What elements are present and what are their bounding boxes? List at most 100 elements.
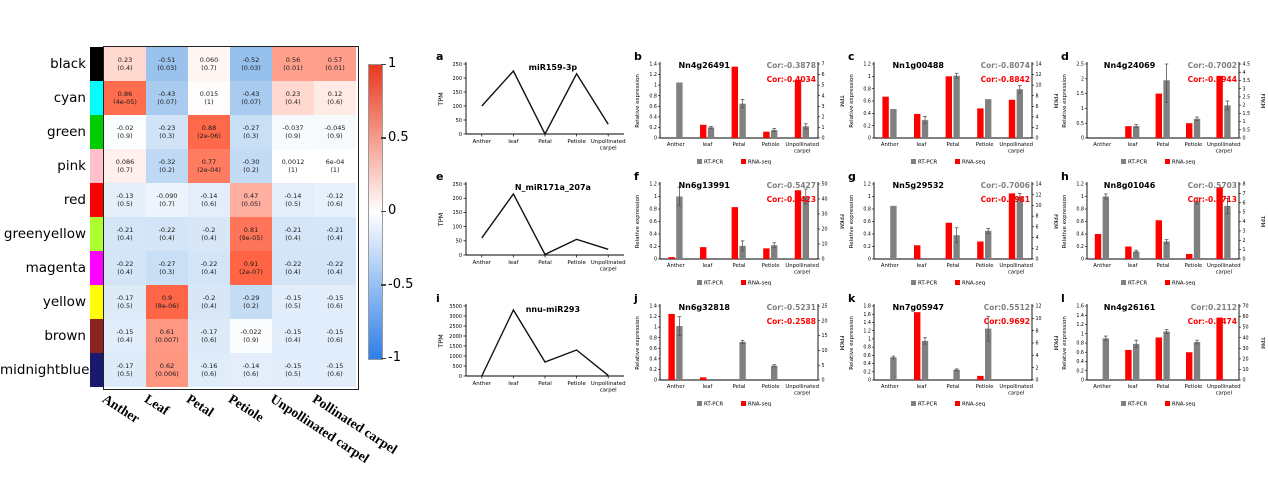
rna-seq-bar [1125, 246, 1132, 259]
cell-pvalue: (0.5) [285, 302, 301, 310]
heatmap-cell: -0.27 (0.3) [230, 115, 272, 149]
legend-swatch-rt-pcr [697, 159, 702, 164]
gene-title: Nn4g26161 [1104, 303, 1156, 312]
heatmap-row-label: greenyellow [3, 226, 86, 242]
colorbar-tick-label: 0.5 [388, 129, 409, 145]
rna-seq-bar [977, 375, 984, 380]
cell-pvalue: (0.6) [243, 370, 259, 378]
cell-value: -0.037 [282, 123, 304, 132]
y-tick-label: 200 [452, 196, 462, 202]
legend-swatch-rna-seq [741, 280, 746, 285]
legend-label-rna-seq: RNA-seq [748, 402, 771, 408]
left-tick-label: 0.2 [863, 369, 871, 375]
module-color-swatch [90, 217, 103, 251]
x-category-label: Anther [473, 381, 492, 387]
x-category-label: Petal [732, 263, 745, 269]
right-tick-label: 70 [1243, 304, 1249, 310]
right-axis-title: FPKM [1052, 336, 1058, 351]
module-color-swatch [90, 285, 103, 319]
legend-swatch-rna-seq [955, 401, 960, 406]
panel-letter: i [436, 292, 440, 305]
cell-pvalue: (0.9) [243, 336, 259, 344]
heatmap-cell: -0.17 (0.5) [104, 285, 146, 319]
heatmap-row-label: brown [44, 328, 86, 344]
module-color-swatch [90, 319, 103, 353]
x-category-label: Anther [1093, 384, 1112, 390]
y-axis-title: TPM [437, 213, 445, 228]
rna-seq-bar [731, 66, 738, 138]
x-category-label: Anther [473, 139, 492, 145]
cell-pvalue: (0.6) [327, 200, 343, 208]
right-tick-label: 5 [822, 363, 825, 369]
rt-pcr-bar [1133, 126, 1140, 138]
x-category-label: leaf [916, 263, 926, 269]
heatmap-cell: -0.15 (0.6) [314, 285, 356, 319]
heatmap-cell: -0.17 (0.5) [104, 353, 146, 387]
right-tick-label: 6 [822, 72, 825, 78]
left-tick-label: 1.4 [649, 304, 657, 310]
x-category-label: Petal [1156, 384, 1169, 390]
cell-pvalue: (0.3) [243, 132, 259, 140]
rna-seq-bar [945, 76, 952, 138]
legend-swatch-rt-pcr [911, 401, 916, 406]
left-tick-label: 1 [868, 336, 871, 342]
rt-pcr-bar [707, 127, 715, 138]
rt-pcr-bar [1193, 342, 1201, 380]
right-tick-label: 20 [1243, 356, 1249, 362]
rt-pcr-bar [739, 341, 746, 380]
left-tick-label: 0.2 [1076, 244, 1084, 250]
heatmap-col-label: Leaf [141, 391, 173, 418]
panel-letter: f [634, 170, 639, 183]
heatmap-cell: -0.15 (0.6) [314, 353, 356, 387]
legend-swatch-rna-seq [1165, 401, 1170, 406]
heatmap-cell: 0.12 (0.6) [314, 81, 356, 115]
cell-value: -0.43 [158, 89, 176, 98]
right-tick-label: 0 [1243, 378, 1246, 384]
left-tick-label: 0.6 [863, 99, 871, 105]
cor-red-label: Cor:-0.3981 [981, 195, 1030, 204]
cell-value: -0.14 [200, 191, 218, 200]
rna-seq-bar [914, 245, 921, 259]
left-tick-label: 0.4 [649, 114, 657, 120]
right-tick-label: 8 [1243, 182, 1246, 188]
cell-pvalue: (0.3) [159, 132, 175, 140]
module-color-swatch [90, 47, 103, 81]
x-category-label: Petiole [1185, 142, 1203, 148]
panel-k-chart: k 0 0.2 0.4 0.6 0.8 1 1.2 1.4 1.6 1.8 0 2 4 6 8 10 12 Rela… [848, 292, 1058, 408]
rna-seq-bar [1125, 349, 1132, 380]
colorbar-tick-label: 0 [388, 203, 397, 218]
rna-seq-bar [1216, 317, 1223, 380]
heatmap-cell: -0.27 (0.3) [146, 251, 188, 285]
left-tick-label: 0.8 [649, 93, 657, 99]
x-category-label: Petal [946, 263, 959, 269]
right-tick-label: 0 [1036, 257, 1039, 263]
y-tick-label: 250 [452, 62, 462, 68]
left-tick-label: 0.6 [1076, 219, 1084, 225]
legend-swatch-rt-pcr [697, 401, 702, 406]
left-tick-label: 1.4 [649, 62, 657, 68]
cell-pvalue: (2e-07) [239, 268, 263, 276]
left-tick-label: 0.8 [863, 86, 871, 92]
left-tick-label: 0 [1081, 378, 1084, 384]
cell-pvalue: (0.5) [285, 200, 301, 208]
rt-pcr-bar [953, 75, 960, 138]
right-tick-label: 14 [1036, 182, 1042, 188]
x-category-label: leaf [1128, 263, 1138, 269]
cell-value: -0.51 [158, 55, 176, 64]
heatmap-cell: -0.43 (0.07) [230, 81, 272, 115]
left-tick-label: 0.6 [863, 219, 871, 225]
right-tick-label: 0 [1243, 257, 1246, 263]
left-tick-label: 1.2 [649, 314, 657, 320]
heatmap-cell: -0.21 (0.4) [314, 217, 356, 251]
cell-pvalue: (0.6) [201, 370, 217, 378]
right-tick-label: 6 [1243, 200, 1246, 206]
rt-pcr-bar [985, 230, 992, 259]
heatmap-cell: -0.30 (0.2) [230, 149, 272, 183]
gene-title: Nn6g32818 [678, 303, 730, 312]
legend-swatch-rna-seq [741, 401, 746, 406]
chart-title: N_miR171a_207a [515, 183, 591, 192]
rt-pcr-bar [802, 196, 809, 259]
heatmap-row-label: yellow [42, 294, 86, 310]
rna-seq-bar [1216, 75, 1223, 138]
left-tick-label: 0.6 [649, 219, 657, 225]
